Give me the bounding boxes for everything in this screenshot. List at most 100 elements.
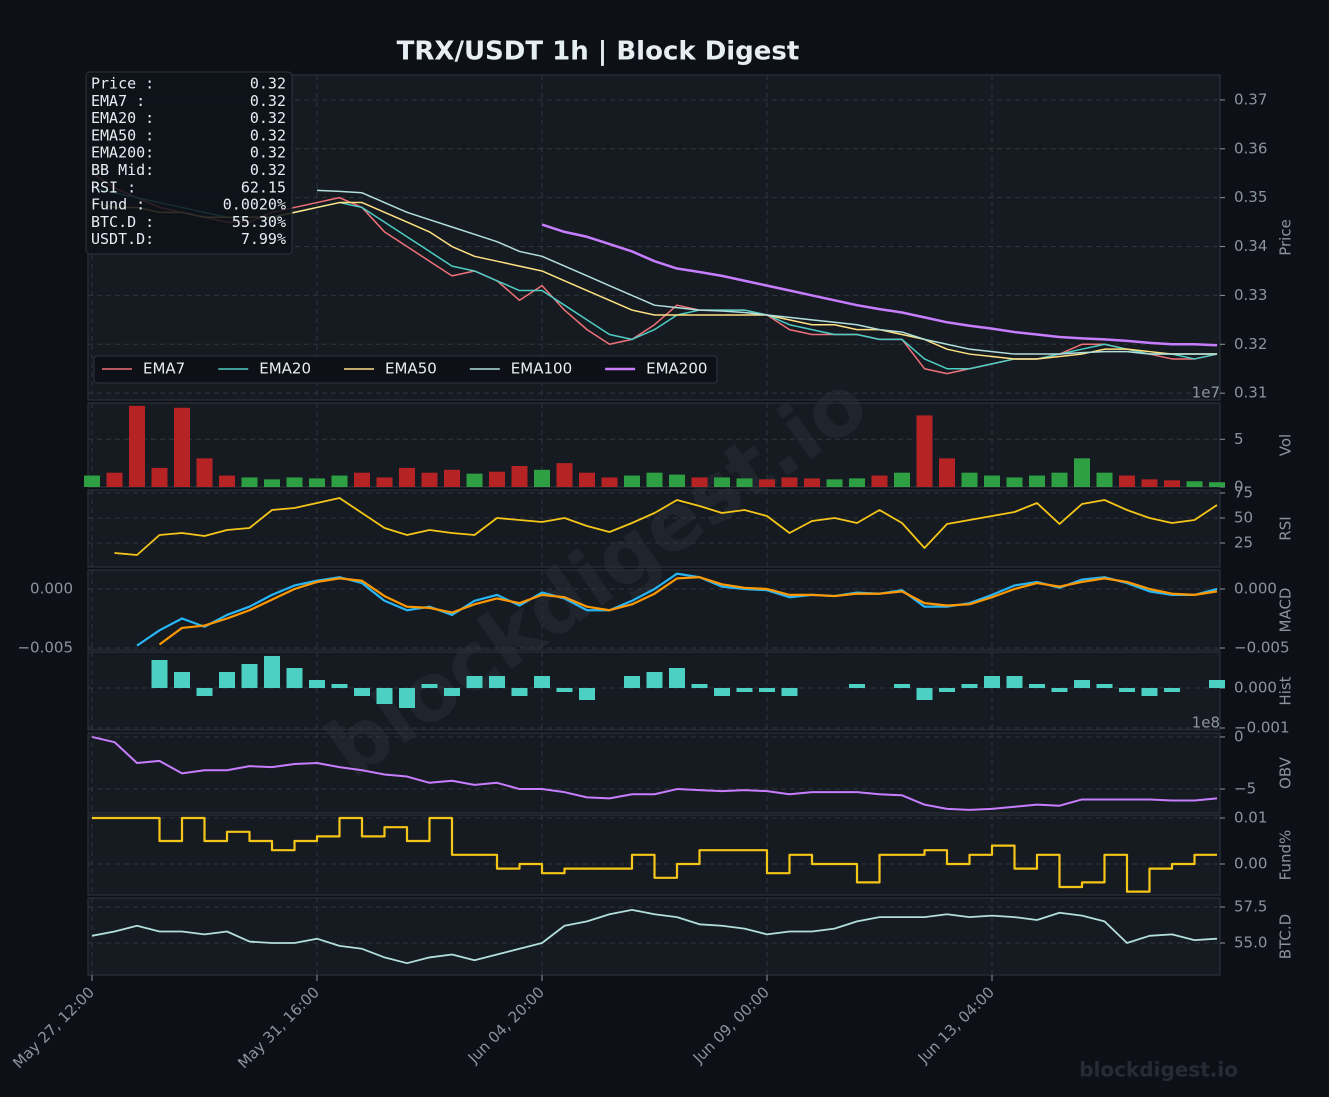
info-label: BB Mid: xyxy=(91,161,154,179)
bar xyxy=(534,676,550,688)
y-tick-label: 0 xyxy=(1234,727,1244,745)
legend-label: EMA20 xyxy=(259,360,311,378)
bar xyxy=(691,477,708,487)
bar xyxy=(624,676,640,688)
y-tick-label: 0.35 xyxy=(1234,188,1267,206)
bar xyxy=(646,472,663,487)
info-value: 7.99% xyxy=(241,230,286,248)
y-tick-label: 55.0 xyxy=(1234,934,1267,952)
y-axis-label: BTC.D xyxy=(1277,914,1295,959)
bar xyxy=(1164,688,1180,692)
bar xyxy=(1141,688,1158,696)
y-tick-label: 5 xyxy=(1234,430,1244,448)
bar xyxy=(1074,458,1090,487)
bar xyxy=(354,688,370,696)
bar xyxy=(826,479,843,487)
bar xyxy=(781,688,798,696)
bar xyxy=(916,415,933,487)
series-line xyxy=(92,816,1217,893)
bar xyxy=(1209,482,1225,487)
info-value: 0.32 xyxy=(250,126,286,144)
bar xyxy=(849,478,865,487)
bar xyxy=(691,684,708,688)
info-label: EMA20 : xyxy=(91,109,154,127)
y-axis-label: Price xyxy=(1277,219,1295,256)
bar xyxy=(1051,688,1068,692)
bar xyxy=(151,660,168,688)
bar xyxy=(376,688,393,704)
info-value: 0.32 xyxy=(250,92,286,110)
bar xyxy=(421,684,438,688)
y-tick-label: 75 xyxy=(1234,484,1253,502)
series-line xyxy=(114,497,1218,556)
bar xyxy=(1006,477,1023,487)
legend-label: EMA50 xyxy=(385,360,437,378)
bar xyxy=(759,479,775,487)
bar xyxy=(579,688,595,700)
y-tick-label: −0.005 xyxy=(1234,638,1290,656)
series-line xyxy=(158,576,1218,646)
bar xyxy=(714,477,730,487)
y-tick-label: 0.000 xyxy=(1234,579,1277,597)
bar xyxy=(1119,475,1135,487)
bar xyxy=(241,477,258,487)
bar xyxy=(309,680,325,688)
info-label: USDT.D: xyxy=(91,230,154,248)
bar xyxy=(1096,472,1113,487)
bar xyxy=(1141,479,1158,487)
y-tick-label: −0.001 xyxy=(1234,719,1290,737)
info-label: RSI : xyxy=(91,178,136,196)
panel xyxy=(87,651,1221,731)
bar xyxy=(939,458,955,487)
y-tick-label: 0.31 xyxy=(1234,384,1267,402)
bar xyxy=(489,471,505,487)
bar xyxy=(511,688,528,696)
bar xyxy=(871,475,888,487)
panel xyxy=(87,732,1221,814)
info-label: BTC.D : xyxy=(91,213,154,231)
info-label: Price : xyxy=(91,75,154,93)
y-axis-label: Hist xyxy=(1277,676,1295,705)
bar xyxy=(174,407,190,487)
legend-box xyxy=(93,355,718,384)
y-axis-label: OBV xyxy=(1277,756,1295,789)
bar xyxy=(1074,680,1090,688)
bar xyxy=(84,475,100,487)
info-value: 0.0020% xyxy=(223,196,286,214)
bar xyxy=(894,472,910,487)
bar xyxy=(736,688,753,692)
bar xyxy=(939,688,955,692)
y-tick-label: 0.01 xyxy=(1234,808,1267,826)
bar xyxy=(804,478,820,487)
bar xyxy=(961,684,978,688)
info-box-frame xyxy=(85,71,293,255)
bar xyxy=(714,688,730,696)
bar xyxy=(1029,684,1045,688)
info-box: Price : 0.32 EMA7 : 0.32 EMA20 : 0.32 EMA50 : 0… xyxy=(85,71,293,255)
bar xyxy=(669,474,685,487)
y-tick-label: 0.36 xyxy=(1234,139,1267,157)
offset-label: 1e8 xyxy=(1192,714,1220,732)
y-tick-label: 57.5 xyxy=(1234,898,1267,916)
bar xyxy=(556,463,573,487)
bar xyxy=(331,684,348,688)
bar xyxy=(534,469,550,487)
bar xyxy=(736,478,753,487)
info-label: EMA50 : xyxy=(91,126,154,144)
y-tick-label: −5 xyxy=(1234,780,1256,798)
bar xyxy=(331,475,348,487)
bar xyxy=(106,472,123,487)
legend: EMA7 EMA20 EMA50 EMA100 EMA200 xyxy=(93,355,718,384)
y-axis-label: Vol xyxy=(1277,434,1295,456)
info-label: Fund : xyxy=(91,196,145,214)
offset-label: 1e7 xyxy=(1192,384,1220,402)
bar xyxy=(984,676,1000,688)
bar xyxy=(601,477,618,487)
bar xyxy=(1119,688,1135,692)
series-line xyxy=(541,223,1218,347)
bar xyxy=(196,458,213,487)
info-value: 0.32 xyxy=(250,161,286,179)
y-axis-label: MACD xyxy=(1277,588,1295,633)
y-tick-label: 0.00 xyxy=(1234,854,1267,872)
